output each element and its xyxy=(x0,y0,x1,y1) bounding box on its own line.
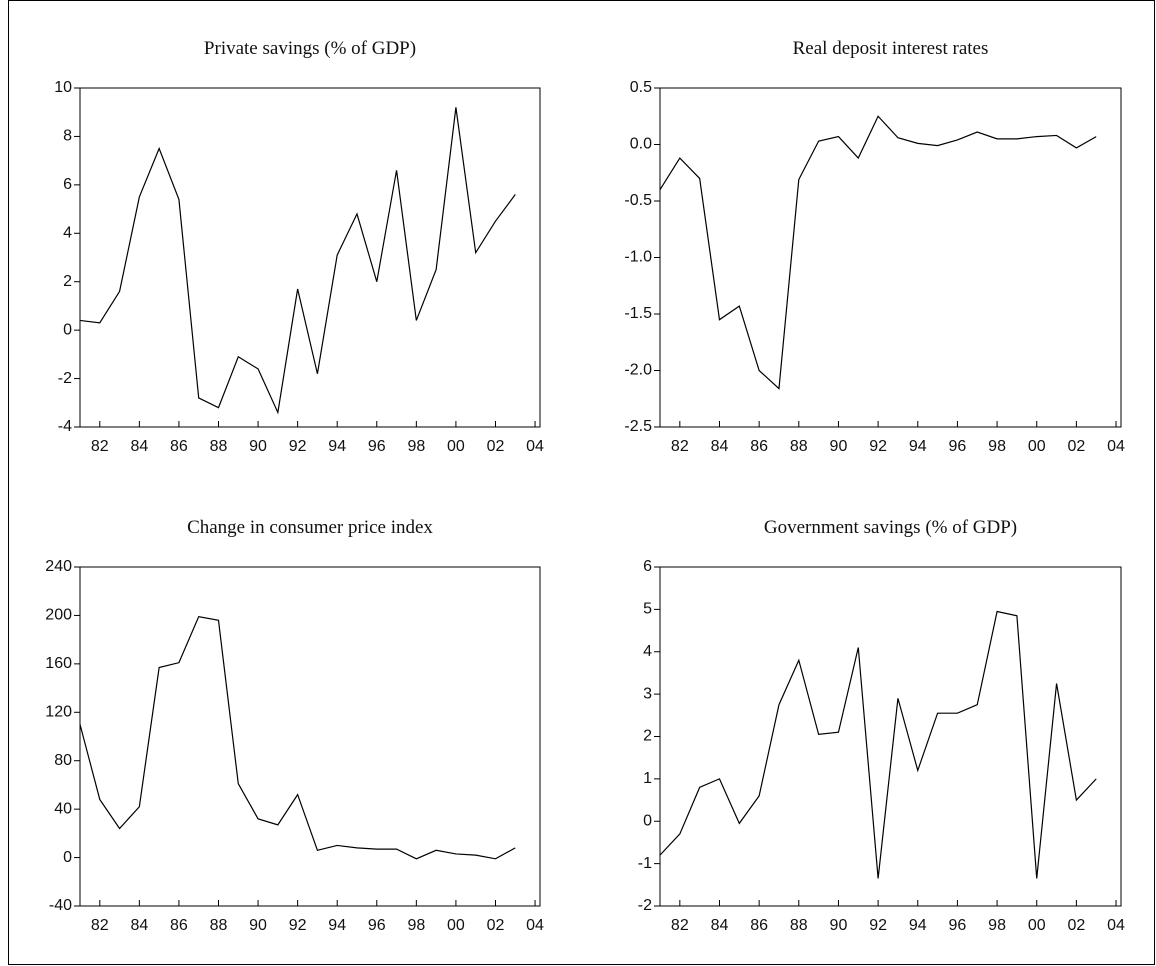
x-tick-label: 90 xyxy=(249,917,267,934)
y-tick-label: 8 xyxy=(63,128,72,145)
x-tick-label: 00 xyxy=(1028,917,1046,934)
x-tick-label: 88 xyxy=(210,438,228,455)
series-line xyxy=(79,615,516,860)
y-tick-label: 160 xyxy=(45,655,72,672)
chart-title: Government savings (% of GDP) xyxy=(764,517,1017,538)
x-tick-label: 98 xyxy=(407,438,425,455)
y-tick-label: -2 xyxy=(58,370,72,387)
x-tick-label: 98 xyxy=(988,438,1006,455)
plot-frame xyxy=(659,566,1122,907)
y-tick-label: 0.0 xyxy=(630,136,652,153)
x-tick-label: 96 xyxy=(368,438,386,455)
x-tick-label: 02 xyxy=(487,438,505,455)
x-tick-label: 92 xyxy=(289,917,307,934)
y-tick-label: 80 xyxy=(54,752,72,769)
x-tick-label: 82 xyxy=(671,438,689,455)
y-tick-label: 120 xyxy=(45,704,72,721)
x-tick-label: 98 xyxy=(988,917,1006,934)
x-tick-label: 96 xyxy=(949,917,967,934)
y-tick-label: -40 xyxy=(49,897,72,914)
x-tick-label: 90 xyxy=(830,438,848,455)
y-tick-label: 6 xyxy=(63,176,72,193)
x-tick-label: 04 xyxy=(526,438,544,455)
y-tick-label: -1.0 xyxy=(624,249,652,266)
x-tick-label: 88 xyxy=(790,917,808,934)
y-tick-label: 6 xyxy=(643,558,652,575)
x-tick-label: 84 xyxy=(711,917,729,934)
chart-title: Change in consumer price index xyxy=(187,517,433,538)
x-tick-label: 92 xyxy=(869,438,887,455)
y-tick-label: 240 xyxy=(45,558,72,575)
y-tick-label: 0 xyxy=(643,812,652,829)
y-tick-label: -1.5 xyxy=(624,305,652,322)
x-tick-label: 84 xyxy=(130,438,148,455)
x-tick-label: 84 xyxy=(130,917,148,934)
y-tick-label: 4 xyxy=(643,643,652,660)
y-tick-label: 200 xyxy=(45,607,72,624)
plot-frame xyxy=(79,566,541,907)
x-tick-label: 82 xyxy=(91,438,109,455)
y-tick-label: 40 xyxy=(54,800,72,817)
x-tick-label: 00 xyxy=(447,917,465,934)
x-tick-label: 88 xyxy=(210,917,228,934)
x-tick-label: 02 xyxy=(487,917,505,934)
x-tick-label: 84 xyxy=(711,438,729,455)
y-tick-label: 2 xyxy=(643,728,652,745)
series-line xyxy=(659,115,1097,390)
x-tick-label: 04 xyxy=(1107,438,1125,455)
y-tick-label: 1 xyxy=(643,770,652,787)
x-tick-label: 86 xyxy=(750,438,768,455)
x-tick-label: 90 xyxy=(249,438,267,455)
y-tick-label: 5 xyxy=(643,601,652,618)
x-tick-label: 86 xyxy=(170,438,188,455)
x-tick-label: 96 xyxy=(368,917,386,934)
x-tick-label: 94 xyxy=(328,438,346,455)
x-tick-label: 86 xyxy=(750,917,768,934)
x-tick-label: 94 xyxy=(909,917,927,934)
series-line xyxy=(79,107,516,415)
x-tick-label: 90 xyxy=(830,917,848,934)
y-tick-label: 0 xyxy=(63,321,72,338)
x-tick-label: 86 xyxy=(170,917,188,934)
x-tick-label: 94 xyxy=(909,438,927,455)
x-tick-label: 92 xyxy=(289,438,307,455)
chart-title: Real deposit interest rates xyxy=(793,38,989,59)
y-tick-label: -2.0 xyxy=(624,362,652,379)
x-tick-label: 00 xyxy=(447,438,465,455)
y-tick-label: -2 xyxy=(638,897,652,914)
x-tick-label: 00 xyxy=(1028,438,1046,455)
y-tick-label: -1 xyxy=(638,855,652,872)
y-tick-label: -2.5 xyxy=(624,418,652,435)
x-tick-label: 02 xyxy=(1067,438,1085,455)
y-tick-label: 0 xyxy=(63,849,72,866)
x-tick-label: 88 xyxy=(790,438,808,455)
y-tick-label: 3 xyxy=(643,685,652,702)
figure-frame xyxy=(8,0,1155,965)
x-tick-label: 04 xyxy=(1107,917,1125,934)
x-tick-label: 02 xyxy=(1067,917,1085,934)
y-tick-label: 0.5 xyxy=(630,79,652,96)
y-tick-label: 4 xyxy=(63,225,72,242)
x-tick-label: 82 xyxy=(671,917,689,934)
x-tick-label: 92 xyxy=(869,917,887,934)
x-tick-label: 04 xyxy=(526,917,544,934)
x-tick-label: 82 xyxy=(91,917,109,934)
chart-title: Private savings (% of GDP) xyxy=(204,38,416,59)
x-tick-label: 98 xyxy=(407,917,425,934)
x-tick-label: 96 xyxy=(949,438,967,455)
plot-frame xyxy=(659,87,1122,428)
series-line xyxy=(659,610,1097,879)
y-tick-label: -0.5 xyxy=(624,192,652,209)
x-tick-label: 94 xyxy=(328,917,346,934)
y-tick-label: 10 xyxy=(54,79,72,96)
plot-frame xyxy=(79,87,541,428)
y-tick-label: 2 xyxy=(63,273,72,290)
y-tick-label: -4 xyxy=(58,418,72,435)
